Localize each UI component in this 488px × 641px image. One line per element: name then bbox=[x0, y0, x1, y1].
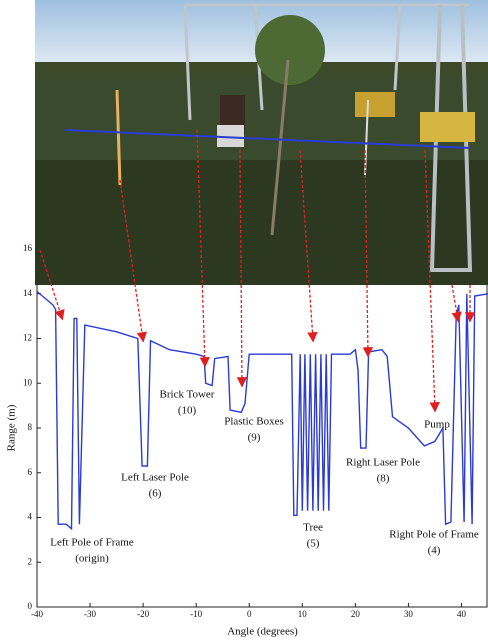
annotation: Left Laser Pole bbox=[121, 472, 189, 484]
annotation: Plastic Boxes bbox=[224, 416, 284, 428]
y-tick-label: 16 bbox=[23, 243, 33, 253]
y-tick-label: 0 bbox=[28, 601, 33, 611]
x-tick-label: 20 bbox=[351, 609, 361, 619]
annotation: Pump bbox=[424, 419, 450, 431]
annotation-sub: (10) bbox=[178, 405, 197, 417]
x-tick-label: -30 bbox=[84, 609, 96, 619]
y-tick-label: 4 bbox=[28, 512, 33, 522]
annotation-sub: (5) bbox=[307, 538, 320, 550]
annotation: Right Pole of Frame bbox=[389, 529, 479, 541]
annotation-sub: (origin) bbox=[75, 553, 109, 565]
annotation-sub: (4) bbox=[428, 545, 441, 557]
y-tick-label: 6 bbox=[28, 467, 33, 477]
annotation-sub: (6) bbox=[149, 488, 162, 500]
x-tick-label: 30 bbox=[404, 609, 414, 619]
annotation-sub: (8) bbox=[377, 473, 390, 485]
annotation: Right Laser Pole bbox=[346, 457, 420, 469]
y-tick-label: 14 bbox=[23, 288, 33, 298]
annotation: Tree bbox=[303, 522, 323, 534]
x-tick-label: -20 bbox=[137, 609, 149, 619]
x-tick-label: -40 bbox=[31, 609, 43, 619]
arrows bbox=[39, 129, 476, 413]
annotation-sub: (9) bbox=[248, 432, 261, 444]
y-axis-label: Range (m) bbox=[6, 404, 18, 451]
annotation: Brick Tower bbox=[160, 389, 215, 401]
x-axis-label: Angle (degrees) bbox=[227, 626, 298, 638]
x-tick-label: 40 bbox=[457, 609, 467, 619]
photo bbox=[35, 0, 488, 285]
x-tick-label: -10 bbox=[190, 609, 202, 619]
x-tick-label: 10 bbox=[298, 609, 308, 619]
y-tick-label: 10 bbox=[23, 377, 33, 387]
annotation: Left Pole of Frame bbox=[50, 537, 134, 549]
range-line bbox=[36, 290, 488, 531]
y-tick-label: 8 bbox=[28, 422, 33, 432]
x-tick-label: 0 bbox=[247, 609, 252, 619]
y-tick-label: 12 bbox=[23, 333, 32, 343]
y-tick-label: 2 bbox=[28, 556, 33, 566]
plot: -40 -30 -20 -10 0 10 20 30 40 0 2 4 6 8 10 12 14 16 Angle … bbox=[6, 243, 488, 638]
